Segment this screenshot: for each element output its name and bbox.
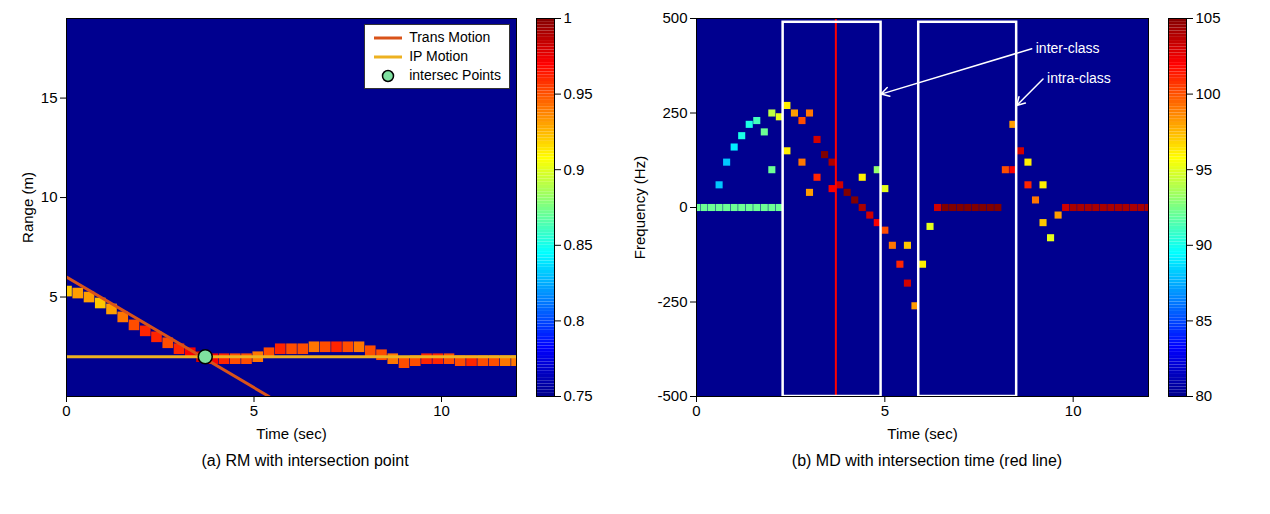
svg-text:15: 15 <box>41 89 58 106</box>
svg-text:0.85: 0.85 <box>564 236 593 253</box>
svg-text:5: 5 <box>49 288 57 305</box>
svg-text:intra-class: intra-class <box>1047 70 1111 86</box>
svg-text:1: 1 <box>564 9 572 26</box>
svg-text:inter-class: inter-class <box>1036 40 1100 56</box>
svg-text:105: 105 <box>1196 9 1221 26</box>
svg-text:10: 10 <box>41 188 58 205</box>
svg-text:0.8: 0.8 <box>564 312 585 329</box>
svg-text:100: 100 <box>1196 85 1221 102</box>
html-text:Trans Motion: Trans Motion <box>409 29 491 45</box>
svg-text:0.75: 0.75 <box>564 387 593 404</box>
svg-text:85: 85 <box>1196 312 1213 329</box>
svg-text:Range (m): Range (m) <box>19 172 36 243</box>
html-text:IP Motion: IP Motion <box>409 48 469 64</box>
html-text:intersec Points: intersec Points <box>409 67 501 83</box>
svg-text:90: 90 <box>1196 236 1213 253</box>
svg-text:Frequency (Hz): Frequency (Hz) <box>631 156 648 259</box>
svg-text:0: 0 <box>62 402 70 419</box>
svg-text:10: 10 <box>433 402 450 419</box>
html-text:(a) RM with intersection point: (a) RM with intersection point <box>201 452 409 469</box>
svg-text:0: 0 <box>679 198 687 215</box>
html-text:(b) MD with intersection time: (b) MD with intersection time (red line) <box>791 452 1063 469</box>
svg-text:5: 5 <box>881 402 889 419</box>
svg-text:Time (sec): Time (sec) <box>256 425 326 442</box>
svg-text:0: 0 <box>692 402 700 419</box>
svg-text:Time (sec): Time (sec) <box>887 425 957 442</box>
svg-text:0.9: 0.9 <box>564 161 585 178</box>
svg-text:500: 500 <box>662 9 687 26</box>
svg-text:-500: -500 <box>657 387 687 404</box>
svg-text:250: 250 <box>662 104 687 121</box>
svg-text:10: 10 <box>1065 402 1082 419</box>
svg-text:0.95: 0.95 <box>564 85 593 102</box>
svg-text:5: 5 <box>250 402 258 419</box>
svg-text:-250: -250 <box>657 293 687 310</box>
svg-text:95: 95 <box>1196 161 1213 178</box>
svg-text:80: 80 <box>1196 387 1213 404</box>
